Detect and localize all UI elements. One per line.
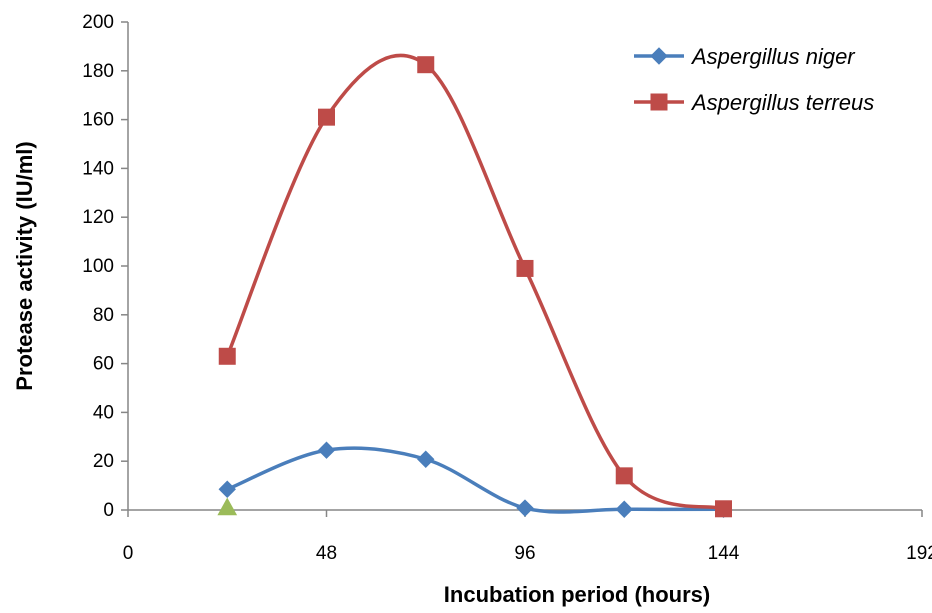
x-axis-title: Incubation period (hours) bbox=[444, 582, 710, 607]
x-tick-label: 96 bbox=[514, 543, 535, 564]
legend-marker-0 bbox=[650, 47, 668, 65]
y-tick-label: 60 bbox=[93, 354, 114, 375]
x-tick-label: 48 bbox=[316, 543, 337, 564]
y-tick-label: 180 bbox=[82, 61, 114, 82]
data-point-series-0 bbox=[417, 450, 435, 468]
data-point-series-0 bbox=[615, 500, 633, 518]
extra-data-point bbox=[217, 497, 238, 516]
y-tick-label: 120 bbox=[82, 207, 114, 228]
legend-label-0: Aspergillus niger bbox=[690, 44, 856, 69]
y-tick-label: 0 bbox=[103, 500, 114, 521]
data-point-series-0 bbox=[516, 499, 534, 517]
data-point-series-1 bbox=[715, 500, 732, 518]
data-point-series-1 bbox=[417, 56, 435, 74]
data-point-series-1 bbox=[516, 259, 534, 277]
y-tick-label: 200 bbox=[82, 12, 114, 33]
y-tick-label: 100 bbox=[82, 256, 114, 277]
y-tick-label: 40 bbox=[93, 402, 114, 423]
legend-label-1: Aspergillus terreus bbox=[690, 90, 874, 115]
series-line-1 bbox=[225, 53, 725, 511]
data-point-series-0 bbox=[218, 480, 236, 498]
data-point-series-1 bbox=[218, 347, 236, 365]
y-tick-label: 20 bbox=[93, 451, 114, 472]
y-tick-label: 140 bbox=[82, 158, 114, 179]
series-line-0 bbox=[226, 446, 724, 514]
axes: 0 20 40 60 80 100 120 140 160 180 200 0 48 96 144 192 bbox=[82, 12, 932, 564]
y-tick-label: 160 bbox=[82, 110, 114, 131]
data-point-series-0 bbox=[317, 441, 336, 459]
legend-marker-1 bbox=[650, 93, 668, 111]
x-tick-label: 144 bbox=[708, 543, 740, 564]
series-lines bbox=[225, 53, 725, 514]
data-point-series-1 bbox=[615, 467, 633, 485]
legend: Aspergillus niger Aspergillus terreus bbox=[634, 44, 874, 115]
series-markers bbox=[217, 56, 733, 518]
data-point-series-1 bbox=[318, 108, 335, 126]
x-tick-label: 0 bbox=[123, 543, 134, 564]
y-axis-title: Protease activity (IU/ml) bbox=[12, 141, 37, 390]
y-tick-label: 80 bbox=[93, 305, 114, 326]
x-tick-label: 192 bbox=[906, 543, 932, 564]
